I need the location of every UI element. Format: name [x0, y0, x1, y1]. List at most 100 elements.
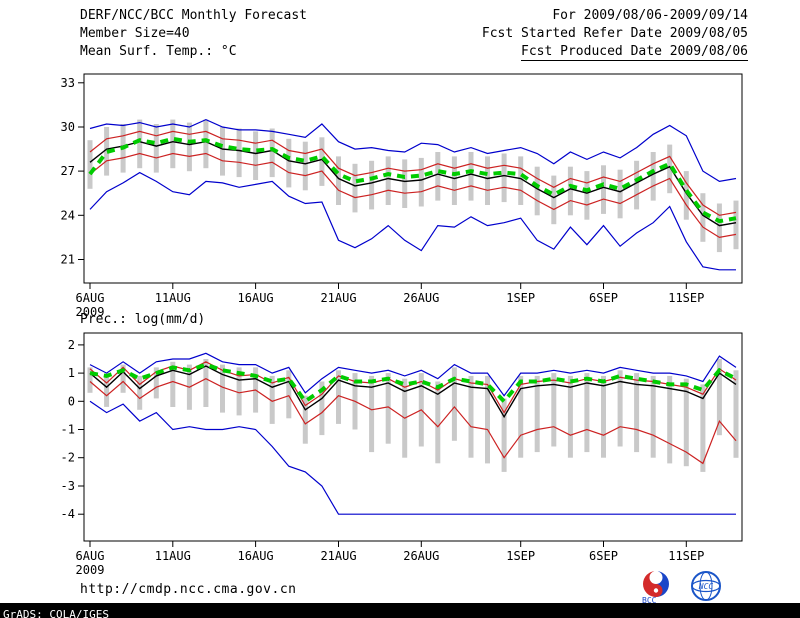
- precipitation-chart-xtick-label: 11SEP: [668, 549, 704, 563]
- precipitation-chart-xtick-label: 1SEP: [506, 549, 535, 563]
- precipitation-chart-ensemble-min-line: [89, 400, 736, 515]
- surface-temp-chart-spread-bar: [551, 175, 557, 225]
- precipitation-chart-spread-bar: [302, 395, 308, 444]
- surface-temp-chart-spread-bar: [534, 166, 540, 216]
- surface-temp-chart-spread-bar: [617, 169, 623, 219]
- surface-temp-chart-spread-bar: [435, 152, 441, 201]
- surface-temp-chart-spread-bar: [170, 119, 176, 169]
- surface-temp-chart-ytick-label: 27: [61, 164, 75, 178]
- surface-temp-chart-spread-bar: [352, 163, 358, 213]
- prec-panel-title: Prec.: log(mm/d): [80, 312, 206, 327]
- precipitation-chart-spread-bar: [667, 375, 673, 464]
- surface-temp-chart-spread-bar: [716, 203, 722, 253]
- precipitation-chart-spread-bar: [87, 367, 93, 393]
- surface-temp-chart-spread-bar: [87, 140, 93, 189]
- surface-temp-chart-spread-bar: [683, 171, 689, 220]
- surface-temp-chart-spread-bar: [286, 138, 292, 188]
- surface-temp-chart-spread-bar: [385, 156, 391, 205]
- precipitation-chart-lower-quartile-line: [89, 378, 737, 465]
- produced-date-label: Fcst Produced Date 2009/08/06: [521, 44, 748, 61]
- precipitation-chart-spread-bar: [451, 367, 457, 441]
- surface-temp-chart-spread-bar: [186, 122, 192, 172]
- precipitation-chart-spread-bar: [385, 373, 391, 444]
- precipitation-chart-spread-bar: [716, 359, 722, 436]
- surface-temp-chart-spread-bar: [700, 193, 706, 242]
- precipitation-chart-spread-bar: [485, 375, 490, 464]
- precipitation-chart-spread-bar: [269, 375, 275, 424]
- precipitation-chart-spread-bar: [104, 375, 110, 407]
- surface-temp-chart-year-label: 2009: [76, 305, 105, 319]
- surface-temp-chart-spread-bar: [584, 171, 590, 220]
- precipitation-chart-year-label: 2009: [76, 563, 105, 577]
- precipitation-chart-spread-bar: [650, 375, 656, 458]
- precipitation-chart-spread-bar: [236, 367, 242, 416]
- surface-temp-chart-spread-bar: [104, 127, 110, 176]
- surface-temp-chart-xtick-label: 6AUG: [76, 291, 105, 305]
- grads-credit-text: GrADS: COLA/IGES: [3, 608, 109, 618]
- precipitation-chart-ytick-label: -1: [61, 423, 75, 437]
- precipitation-chart-frame: [83, 332, 743, 542]
- precipitation-chart-ytick-label: 0: [68, 394, 75, 408]
- surface-temp-chart-spread-bar: [485, 156, 490, 205]
- precipitation-chart-xtick-label: 16AUG: [238, 549, 274, 563]
- precipitation-chart-ensemble-max-line: [89, 352, 737, 397]
- surface-temp-chart-spread-bar: [203, 119, 209, 169]
- precipitation-chart-xtick-label: 21AUG: [320, 549, 356, 563]
- surface-temp-chart-ensemble-mean-line: [89, 140, 737, 227]
- precipitation-chart-xtick-label: 26AUG: [403, 549, 439, 563]
- surface-temp-chart-spread-bar: [369, 160, 375, 210]
- surface-temp-chart-xtick-label: 1SEP: [506, 291, 535, 305]
- forecast-range-label: For 2009/08/06-2009/09/14: [552, 8, 748, 23]
- surface-temp-chart-spread-bar: [402, 159, 408, 208]
- precipitation-chart-spread-bar: [170, 361, 176, 407]
- precipitation-chart-spread-bar: [584, 373, 590, 453]
- precipitation-chart-ytick-label: -2: [61, 451, 75, 465]
- surface-temp-chart-ytick-label: 21: [61, 253, 75, 267]
- precipitation-chart-spread-bar: [137, 375, 143, 410]
- precipitation-chart-spread-bar: [120, 364, 126, 393]
- plot-title: DERF/NCC/BCC Monthly Forecast: [80, 8, 307, 23]
- surface-temp-chart-ensemble-max-line: [89, 118, 737, 183]
- ncc-logo-label: NCC: [698, 582, 714, 591]
- surface-temp-chart-spread-bar: [153, 124, 159, 173]
- precipitation-chart-spread-bar: [369, 375, 375, 453]
- surface-temp-chart-xtick-label: 11SEP: [668, 291, 704, 305]
- surface-temp-chart-upper-quartile-line: [89, 130, 737, 216]
- surface-temp-chart-ensemble-median-line: [88, 136, 737, 224]
- precipitation-chart-spread-bar: [336, 370, 341, 424]
- precipitation-chart-spread-bar: [501, 398, 507, 472]
- surface-temp-chart-spread-bar: [220, 127, 225, 176]
- surface-temp-chart-ytick-label: 33: [61, 76, 75, 90]
- member-size-label: Member Size=40: [80, 26, 190, 41]
- surface-temp-chart-spread-bar: [269, 128, 275, 178]
- surface-temp-chart-xtick-label: 11AUG: [155, 291, 191, 305]
- precipitation-chart-spread-bar: [203, 359, 209, 407]
- surface-temp-chart-frame: [83, 73, 743, 284]
- grads-credit-bar: GrADS: COLA/IGES: [0, 603, 800, 618]
- ncc-logo: NCC: [691, 571, 721, 601]
- surface-temp-chart-spread-bar: [634, 160, 640, 210]
- surface-temp-chart-xtick-label: 26AUG: [403, 291, 439, 305]
- surface-temp-chart-spread-bar: [302, 141, 308, 191]
- surface-temp-chart-spread-bar: [468, 152, 474, 201]
- precipitation-chart-spread-bar: [551, 373, 557, 447]
- temp-panel-title: Mean Surf. Temp.: °C: [80, 44, 237, 59]
- surface-temp-chart-ytick-label: 30: [61, 120, 75, 134]
- precipitation-chart-spread-bar: [567, 375, 573, 458]
- refer-date-label: Fcst Started Refer Date 2009/08/05: [481, 26, 748, 41]
- surface-temp-chart-spread-bar: [650, 152, 656, 201]
- surface-temp-chart-xtick-label: 16AUG: [238, 291, 274, 305]
- surface-temp-chart-spread-bar: [418, 157, 424, 207]
- surface-temp-chart-spread-bar: [667, 144, 673, 194]
- precipitation-chart-spread-bar: [534, 375, 540, 453]
- surface-temp-chart-ytick-label: 24: [61, 208, 75, 222]
- precipitation-chart-ytick-label: 1: [68, 366, 75, 380]
- surface-temp-chart-spread-bar: [236, 128, 242, 178]
- precipitation-chart-spread-bar: [153, 367, 159, 399]
- surface-temp-chart-spread-bar: [733, 200, 739, 250]
- precipitation-chart-spread-bar: [700, 384, 706, 472]
